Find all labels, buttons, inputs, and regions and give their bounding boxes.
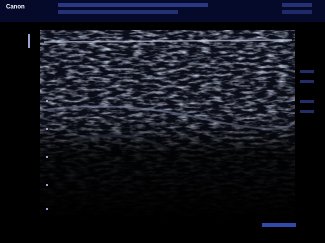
footer-logo [262, 223, 296, 227]
side-info-line [300, 70, 314, 73]
scale-dot [46, 100, 48, 102]
header-info [58, 3, 208, 7]
side-info-line [300, 100, 314, 103]
brand: Canon [6, 5, 25, 11]
header-info [282, 3, 312, 7]
side-info-line [300, 110, 314, 113]
scale-dot [46, 208, 48, 210]
scale-dot [46, 128, 48, 130]
scale-dot [46, 184, 48, 186]
header-info [58, 10, 178, 14]
page: {"header": {"brand": "Canon"}} Canon [0, 0, 325, 243]
scale-dot [46, 156, 48, 158]
depth-fade [40, 30, 295, 220]
side-info-line [300, 80, 314, 83]
header-info [282, 10, 312, 14]
scale-bar [28, 34, 30, 48]
ultrasound-screen: Canon [0, 0, 325, 243]
image-area [40, 30, 295, 220]
